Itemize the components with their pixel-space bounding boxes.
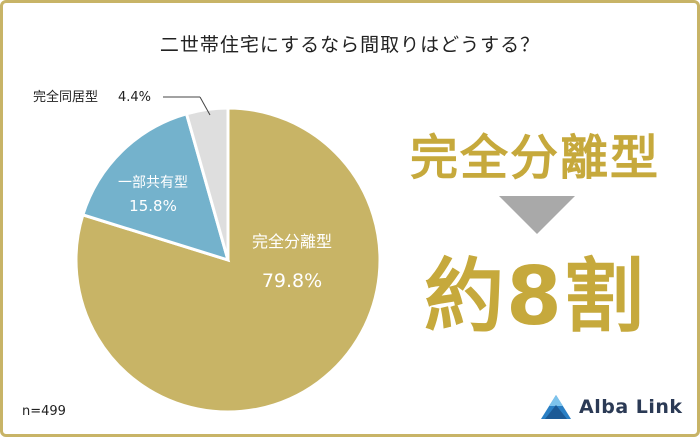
sample-size-note: n=499 — [22, 404, 66, 419]
pie-slice-1 — [80, 111, 231, 263]
slice-name-2: 完全同居型 — [33, 89, 98, 105]
leader-line-slice-2-diag — [199, 96, 211, 116]
brand-name: Alba Link — [579, 396, 683, 418]
triangle-mountain-icon — [541, 395, 571, 419]
chart-title: 二世帯住宅にするなら間取りはどうする？ — [159, 34, 541, 56]
down-arrow-icon — [499, 196, 575, 234]
slice-label-1: 15.8% — [129, 197, 177, 215]
slice-label-0: 79.8% — [262, 270, 322, 292]
headline-text: 完全分離型 — [409, 130, 660, 186]
slice-name-0: 完全分離型 — [252, 232, 332, 251]
slice-name-1: 一部共有型 — [118, 175, 188, 191]
big-number-text: 約8割 — [424, 250, 646, 343]
brand-logo: Alba Link — [539, 393, 683, 421]
slice-label-2: 4.4% — [118, 90, 151, 105]
